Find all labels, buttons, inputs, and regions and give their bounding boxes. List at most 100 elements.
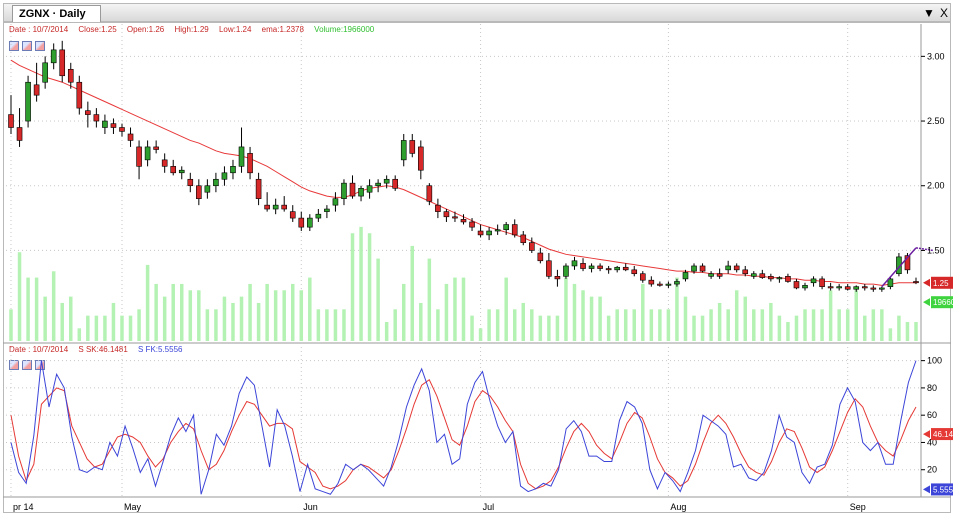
chart-tab[interactable]: ZGNX · Daily — [12, 5, 101, 23]
candlestick — [469, 221, 475, 228]
stoch-tick-label: 60 — [927, 410, 937, 420]
volume-bar — [436, 309, 440, 341]
candlestick — [110, 123, 117, 128]
fk-value-badge-label: 5.5556 — [933, 485, 953, 494]
volume-bar — [290, 283, 295, 341]
chart-window-titlebar: ZGNX · Daily ▼ X — [3, 3, 951, 23]
price-volume: Volume:1966000 — [314, 25, 375, 34]
volume-bar — [401, 283, 406, 341]
candlestick — [529, 242, 535, 251]
volume-bar — [564, 277, 568, 341]
candlestick — [332, 198, 339, 206]
volume-bar — [231, 302, 235, 341]
volume-bar — [111, 302, 116, 341]
stoch-sk: S SK:46.1481 — [78, 345, 128, 354]
volume-bar — [350, 233, 355, 341]
sk-value-badge — [931, 428, 953, 441]
candlestick — [503, 224, 509, 231]
volume-bar — [43, 296, 47, 341]
candlestick — [537, 252, 544, 262]
volume-bar — [538, 315, 543, 341]
stoch-tick-label: 80 — [927, 383, 937, 393]
volume-bar — [786, 321, 790, 341]
stoch-sk-line — [10, 378, 917, 490]
dropdown-icon[interactable]: ▼ — [923, 6, 935, 20]
volume-bar — [598, 296, 602, 341]
volume-bar — [239, 296, 244, 341]
volume-bar — [897, 315, 901, 341]
close-icon[interactable]: X — [939, 6, 948, 20]
volume-bar — [888, 328, 893, 341]
volume-bar — [803, 309, 807, 341]
candlestick — [571, 260, 578, 267]
candlestick — [136, 146, 142, 167]
candlestick — [127, 133, 134, 141]
volume-bar — [419, 302, 423, 341]
volume-bar — [214, 309, 218, 341]
candlestick — [144, 146, 151, 161]
price-date: Date : 10/7/2014 — [9, 25, 69, 34]
candlestick — [358, 188, 364, 197]
candlestick — [16, 127, 23, 141]
candlestick — [580, 263, 586, 269]
candlestick — [400, 140, 407, 161]
candlestick — [563, 265, 569, 277]
fk-value-badge — [931, 483, 953, 496]
indicator-icon[interactable] — [9, 41, 19, 51]
volume-bar — [734, 290, 739, 341]
volume-bar — [641, 283, 645, 341]
volume-bar — [495, 309, 500, 341]
candlestick — [691, 265, 697, 272]
candlestick — [418, 146, 424, 171]
volume-bar — [461, 277, 466, 341]
candlestick — [204, 185, 211, 193]
candlestick — [810, 278, 817, 284]
candlestick — [699, 265, 706, 272]
volume-bar — [282, 290, 286, 341]
volume-bar — [760, 309, 765, 341]
volume-bar — [854, 290, 858, 341]
volume-bar — [60, 302, 64, 341]
stoch-fk-line — [10, 360, 917, 495]
volume-bar — [453, 277, 457, 341]
volume-bar — [248, 283, 252, 341]
candlestick — [298, 217, 305, 228]
volume-bar — [769, 302, 773, 341]
candlestick — [67, 68, 74, 83]
volume-bar — [333, 309, 338, 341]
volume-bar — [410, 245, 415, 341]
stoch-tick-label: 40 — [927, 437, 937, 447]
stoch-date: Date : 10/7/2014 — [9, 345, 69, 354]
candlestick — [50, 49, 57, 64]
candlestick — [861, 286, 868, 289]
candlestick — [776, 277, 783, 280]
volume-bar — [717, 302, 722, 341]
volume-bar — [905, 321, 910, 341]
volume-bar — [69, 296, 73, 341]
volume-bar — [649, 309, 654, 341]
volume-bar — [120, 315, 124, 341]
candlestick — [230, 166, 236, 174]
volume-bar — [444, 283, 449, 341]
candlestick — [827, 286, 834, 289]
volume-bar — [700, 315, 705, 341]
candlestick — [588, 265, 595, 269]
candlestick — [793, 281, 800, 289]
volume-bar — [880, 309, 884, 341]
candlestick — [639, 273, 646, 281]
candlestick — [520, 234, 527, 243]
candlestick — [349, 182, 356, 197]
candlestick — [844, 286, 851, 290]
indicator-icon[interactable] — [35, 41, 45, 51]
volume-bar — [530, 309, 534, 341]
candlestick — [904, 255, 911, 271]
time-axis-label: pr 14 — [13, 502, 34, 512]
candlestick — [178, 169, 185, 174]
candlestick — [264, 204, 270, 210]
volume-bar — [504, 277, 508, 341]
indicator-icon[interactable] — [22, 41, 32, 51]
indicator-icon[interactable] — [35, 360, 45, 370]
volume-bar — [197, 290, 201, 341]
volume-bar — [666, 309, 671, 341]
candlestick — [665, 283, 672, 286]
